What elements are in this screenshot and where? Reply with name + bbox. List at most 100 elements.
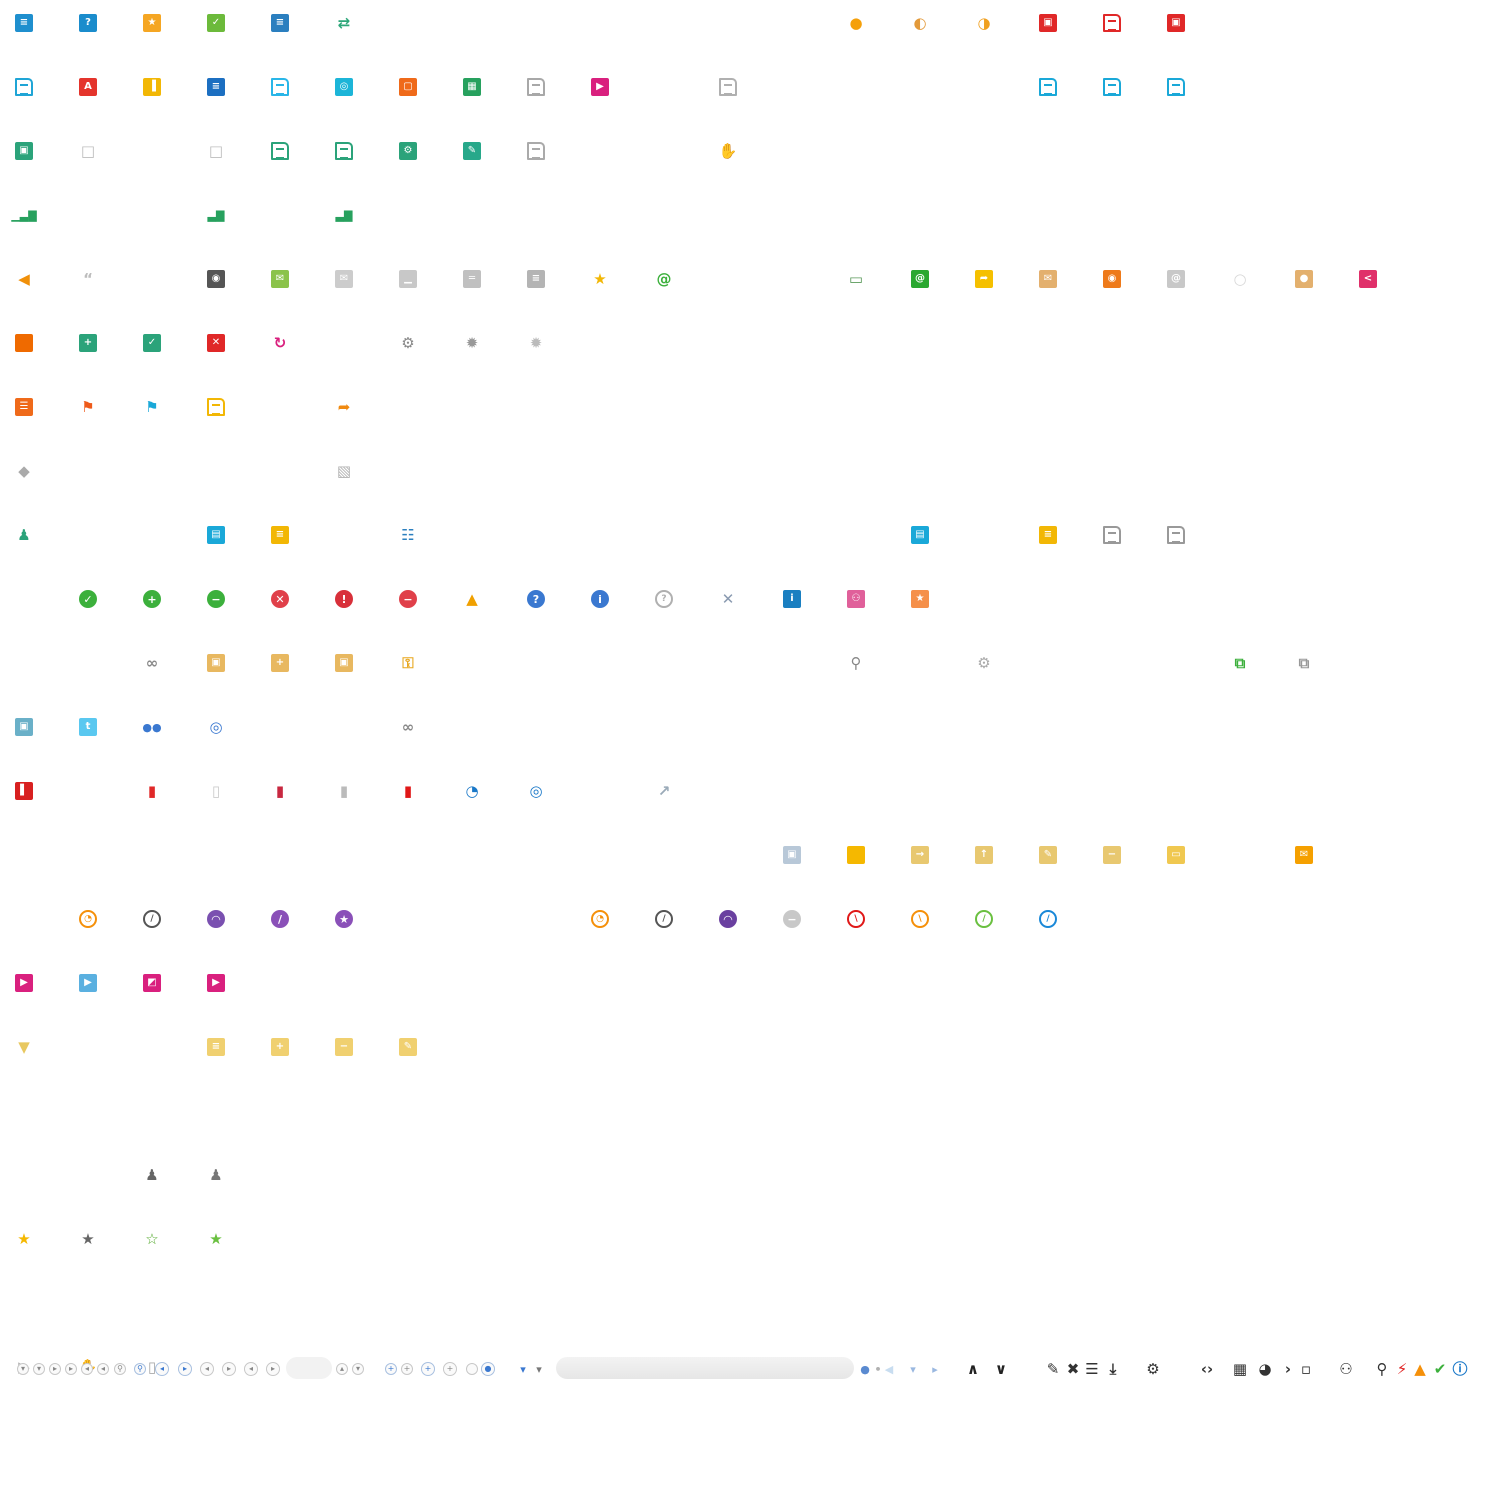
- scroll-left-mini-icon[interactable]: ◂: [81, 1363, 93, 1375]
- user-map-icon: ♟: [17, 525, 31, 544]
- plus-blue-icon[interactable]: +: [421, 1362, 435, 1376]
- code-icon[interactable]: ‹›: [1200, 1359, 1214, 1378]
- next-blue-icon[interactable]: ▸: [178, 1362, 192, 1376]
- add-circle-icon: +: [143, 590, 161, 608]
- plus-blue-mini-icon[interactable]: +: [385, 1363, 397, 1375]
- photo-icon: ▣: [15, 718, 33, 736]
- scroll-left-alt-mini-icon[interactable]: ◂: [97, 1363, 109, 1375]
- spin-up-icon[interactable]: ▴: [336, 1363, 348, 1375]
- video-blue-icon: ▶: [79, 974, 97, 992]
- slider-dot-small-icon[interactable]: •: [874, 1362, 882, 1376]
- eye-light-icon: ○: [1233, 269, 1247, 288]
- thumbs-up-icon: ✋: [718, 141, 738, 160]
- slider-track[interactable]: [556, 1357, 854, 1379]
- window-icon: [1103, 526, 1121, 544]
- plus-grey-mini-icon[interactable]: +: [401, 1363, 413, 1375]
- share-arrow-icon: ➦: [975, 270, 993, 288]
- dropdown-grey-icon[interactable]: ▾: [536, 1362, 542, 1376]
- prev-blue-icon[interactable]: ◂: [155, 1362, 169, 1376]
- pie-chart-icon[interactable]: ◕: [1258, 1359, 1272, 1378]
- mail-orange-icon: ✉: [1295, 846, 1313, 864]
- dashboard-purple-star-icon: ★: [335, 910, 353, 928]
- zoom-blue-mini-icon[interactable]: ⚲: [134, 1363, 146, 1375]
- bulb-off-icon: ◐: [913, 13, 927, 32]
- search-dark-icon[interactable]: ⚲: [1376, 1359, 1388, 1378]
- blocked-circle-icon: −: [399, 590, 417, 608]
- flag-blue-icon: ⚑: [145, 397, 159, 416]
- pdf-icon: A: [79, 78, 97, 96]
- close-square-icon: ✕: [207, 334, 225, 352]
- no-entry-icon: \: [847, 910, 865, 928]
- prev-grey-icon[interactable]: ◂: [200, 1362, 214, 1376]
- delete-icon[interactable]: ✖: [1066, 1359, 1080, 1378]
- scroll-right-mini-icon[interactable]: ▸: [49, 1363, 61, 1375]
- copy-icon: [527, 142, 545, 160]
- folder-locked-icon: ▣: [783, 846, 801, 864]
- word-doc-icon: ≡: [207, 78, 225, 96]
- image-doc-icon: ▣: [15, 142, 33, 160]
- chat-badge-icon: ●: [1295, 270, 1313, 288]
- warning-orange-icon[interactable]: ▲: [1414, 1359, 1426, 1378]
- layers-icon[interactable]: ☰: [1085, 1359, 1099, 1378]
- spin-down-icon[interactable]: ▾: [352, 1363, 364, 1375]
- zoom-mini-icon[interactable]: ⚲: [114, 1363, 126, 1375]
- info-outline-icon[interactable]: ⓘ: [1452, 1359, 1468, 1378]
- scroll-right-alt-mini-icon[interactable]: ▸: [65, 1363, 77, 1375]
- tag-icon: ◆: [18, 461, 30, 480]
- cog-icon[interactable]: ⚙: [1146, 1359, 1160, 1378]
- chart-doc-alt-icon: ▃▇: [335, 208, 353, 222]
- flag-orange-icon: ⚑: [81, 397, 95, 416]
- scroll-down-alt-mini-icon[interactable]: ▾: [33, 1363, 45, 1375]
- dashboard-dark-alt-icon: /: [655, 910, 673, 928]
- arrow-down-light-icon[interactable]: ▾: [910, 1362, 916, 1376]
- presentation-doc-icon: ▢: [399, 78, 417, 96]
- slider-dot-icon[interactable]: ●: [860, 1362, 870, 1376]
- terminal-icon[interactable]: ›: [1284, 1359, 1292, 1378]
- spinner-icon: ✹: [465, 333, 479, 352]
- shield-icon: ▼: [18, 1037, 30, 1056]
- folder-icon: [847, 846, 865, 864]
- server-icon: ≡: [527, 270, 545, 288]
- gauge-orange-icon: \: [911, 910, 929, 928]
- arrow-left-light-icon[interactable]: ◀: [884, 1362, 894, 1376]
- next-grey-icon[interactable]: ▸: [222, 1362, 236, 1376]
- next-light-icon[interactable]: ▸: [266, 1362, 280, 1376]
- bookmark-grey-icon: ▮: [339, 781, 349, 800]
- calendar-icon[interactable]: ▦: [1232, 1359, 1248, 1378]
- forward-arrow-icon: ➦: [337, 397, 351, 416]
- plus-grey-icon[interactable]: +: [443, 1362, 457, 1376]
- scroll-down-mini-icon[interactable]: ▾: [17, 1363, 29, 1375]
- sitemap-icon: ☷: [401, 525, 415, 544]
- users-icon[interactable]: ⚇: [1339, 1359, 1353, 1378]
- text-doc-icon: [527, 78, 545, 96]
- download-icon[interactable]: ⤓: [1109, 1359, 1117, 1378]
- sticky-note-icon: ≡: [207, 1038, 225, 1056]
- at-sign-icon: @: [656, 269, 672, 288]
- featured-comment-icon: ★: [143, 14, 161, 32]
- arrow-right-light-icon[interactable]: ▸: [932, 1362, 938, 1376]
- chevron-up-icon[interactable]: ∧: [966, 1359, 980, 1378]
- bookmark-dark-icon: ▮: [275, 781, 285, 800]
- refresh-icon: ↻: [273, 333, 287, 352]
- trash-icon[interactable]: ▫: [1300, 1359, 1312, 1378]
- dropdown-blue-icon[interactable]: ▾: [520, 1362, 526, 1376]
- chevron-down-icon[interactable]: ∨: [994, 1359, 1008, 1378]
- globe-icon: ◎: [209, 717, 223, 736]
- radio-off-icon[interactable]: [466, 1363, 478, 1375]
- check-green-icon[interactable]: ✔: [1433, 1359, 1447, 1378]
- radio-on-icon[interactable]: ●: [481, 1362, 495, 1376]
- quote-icon: “: [83, 269, 93, 288]
- star-square-icon: ★: [911, 590, 929, 608]
- info-circle-icon: i: [591, 590, 609, 608]
- bookmark-red-icon: ▮: [403, 781, 413, 800]
- lightning-icon[interactable]: ⚡: [1396, 1359, 1408, 1378]
- share-badge-icon: <: [1359, 270, 1377, 288]
- save-icon: ▣: [1039, 14, 1057, 32]
- prev-light-icon[interactable]: ◂: [244, 1362, 258, 1376]
- bookmark-outline-icon: ▯: [211, 781, 221, 800]
- star-gold-icon: ★: [17, 1229, 31, 1248]
- close-icon: ✕: [721, 589, 735, 608]
- video-icon: ▶: [15, 974, 33, 992]
- pencil-icon[interactable]: ✎: [1046, 1359, 1060, 1378]
- folder-forward-icon: →: [911, 846, 929, 864]
